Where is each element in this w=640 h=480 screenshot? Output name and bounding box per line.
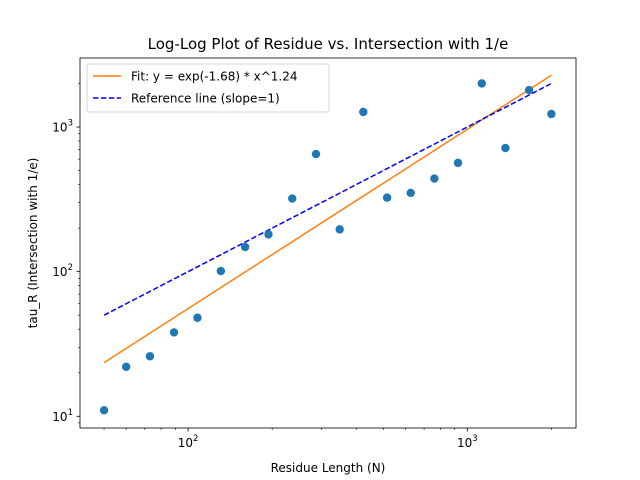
data-point — [477, 79, 486, 88]
data-point — [335, 225, 344, 234]
data-point — [169, 328, 179, 337]
y-axis-label: tau_R (Intersection with 1/e) — [26, 158, 40, 329]
data-point — [524, 85, 534, 95]
axis-ticks: 102 103 101 102 103 — [52, 83, 552, 450]
data-point — [311, 149, 321, 159]
y-tick-label: 103 — [52, 119, 73, 135]
axes-frame — [79, 57, 577, 429]
plot-area — [99, 74, 556, 415]
legend-fit-label: Fit: y = exp(-1.68) * x^1.24 — [131, 70, 298, 84]
fit-line — [103, 74, 552, 364]
data-point — [547, 109, 556, 119]
data-point — [145, 352, 155, 361]
y-tick-label: 102 — [52, 263, 73, 279]
y-tick-label: 101 — [52, 408, 73, 424]
data-point — [193, 313, 202, 322]
data-point — [216, 266, 226, 276]
data-point — [430, 174, 439, 183]
legend-reference-label: Reference line (slope=1) — [131, 92, 280, 106]
data-point — [121, 362, 131, 371]
data-point — [264, 230, 273, 239]
legend: Fit: y = exp(-1.68) * x^1.24 Reference li… — [86, 63, 330, 113]
data-point — [406, 188, 415, 198]
data-point — [501, 143, 510, 153]
data-point — [240, 242, 250, 252]
data-point — [453, 158, 463, 168]
reference-line — [103, 82, 552, 316]
x-tick-label: 102 — [178, 434, 199, 450]
legend-box — [86, 63, 330, 113]
chart-title: Log-Log Plot of Residue vs. Intersection… — [148, 35, 509, 53]
x-axis-label: Residue Length (N) — [271, 461, 386, 475]
x-tick-label: 103 — [457, 434, 478, 450]
data-point — [359, 107, 368, 117]
data-point — [382, 193, 392, 202]
plot-inner — [99, 74, 556, 415]
data-point — [288, 194, 297, 203]
data-point — [99, 406, 109, 415]
